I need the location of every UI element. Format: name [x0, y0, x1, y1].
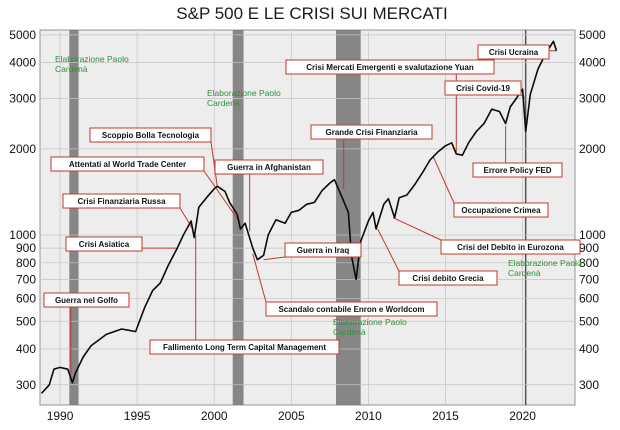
y-tick-right-800: 800 — [579, 256, 599, 270]
y-tick-left-700: 700 — [16, 272, 36, 286]
y-tick-left-3000: 3000 — [9, 91, 36, 105]
annotation-label-12: Crisi del Debito in Eurozona — [457, 243, 564, 252]
leader-11 — [377, 228, 400, 272]
y-tick-left-600: 600 — [16, 292, 36, 306]
watermark-0: Elaborazione Paolo Cardenà — [55, 54, 129, 74]
leader-4 — [210, 141, 218, 187]
y-tick-left-900: 900 — [16, 241, 36, 255]
y-tick-left-400: 400 — [16, 342, 36, 356]
series-layer — [40, 40, 558, 394]
y-tick-left-1000: 1000 — [9, 228, 36, 242]
y-tick-right-4000: 4000 — [579, 56, 606, 70]
y-tick-left-2000: 2000 — [9, 142, 36, 156]
annotation-label-15: Crisi Covid-19 — [456, 84, 510, 93]
watermark-1: Elaborazione Paolo Cardenà — [207, 88, 281, 108]
leader-13 — [432, 156, 455, 204]
y-tick-right-5000: 5000 — [579, 28, 606, 42]
annotation-box-1 — [65, 236, 143, 252]
x-tick-2015: 2015 — [432, 409, 459, 423]
leader-2 — [179, 207, 194, 230]
y-tick-left-300: 300 — [16, 378, 36, 392]
x-tick-2005: 2005 — [278, 409, 305, 423]
y-tick-right-300: 300 — [579, 378, 599, 392]
annotation-box-5 — [149, 339, 340, 355]
y-tick-right-3000: 3000 — [579, 91, 606, 105]
annotation-box-0 — [43, 292, 130, 308]
leader-8 — [252, 253, 267, 303]
y-tick-left-5000: 5000 — [9, 28, 36, 42]
annotation-label-4: Scoppio Bolla Tecnologia — [102, 131, 200, 140]
annotation-label-0: Guerra nel Golfo — [55, 296, 118, 305]
leader-7 — [263, 256, 286, 261]
annotation-label-3: Attentati al World Trade Center — [69, 160, 186, 169]
annotation-label-16: Crisi Ucraina — [489, 48, 539, 57]
annotation-box-11 — [398, 270, 498, 286]
annotation-box-2 — [62, 193, 181, 209]
annotation-label-10: Crisi Mercati Emergenti e svalutazione Y… — [306, 63, 474, 72]
annotation-box-16 — [477, 44, 550, 60]
annotation-box-15 — [444, 80, 522, 96]
x-tick-2000: 2000 — [201, 409, 228, 423]
x-tick-1995: 1995 — [124, 409, 151, 423]
annotation-box-10 — [285, 59, 495, 75]
annotation-box-7 — [284, 242, 362, 258]
annotation-label-6: Guerra in Afghanistan — [227, 163, 311, 172]
annotation-label-2: Crisi Finanziaria Russa — [77, 197, 166, 206]
annotation-box-4 — [89, 127, 212, 143]
x-tick-2010: 2010 — [355, 409, 382, 423]
y-tick-right-700: 700 — [579, 272, 599, 286]
y-tick-right-400: 400 — [579, 342, 599, 356]
annotation-box-9 — [310, 124, 433, 140]
annotation-box-12 — [440, 239, 581, 255]
annotation-box-14 — [472, 162, 563, 178]
y-tick-left-800: 800 — [16, 256, 36, 270]
annotation-box-6 — [214, 159, 324, 175]
y-tick-right-900: 900 — [579, 241, 599, 255]
annotation-box-3 — [50, 156, 205, 172]
annotation-label-7: Guerra in Iraq — [297, 246, 350, 255]
leader-3 — [203, 170, 241, 224]
annotation-label-9: Grande Crisi Finanziaria — [325, 128, 418, 137]
annotation-label-14: Errore Policy FED — [483, 166, 551, 175]
watermarks: Elaborazione Paolo Cardenà Elaborazione Pa… — [55, 54, 582, 337]
watermark-3: Elaborazione Paolo Cardenà — [508, 258, 582, 278]
annotation-label-8: Scandalo contabile Enron e Worldcom — [278, 305, 424, 314]
y-tick-right-500: 500 — [579, 314, 599, 328]
y-tick-right-1000: 1000 — [579, 228, 606, 242]
watermark-2: Elaborazione Paolo Cardenà — [333, 317, 407, 337]
annotation-box-8 — [265, 301, 438, 317]
shaded-period-0 — [69, 30, 79, 405]
annotation-label-11: Crisi debito Grecia — [412, 274, 484, 283]
annotation-labels: Guerra nel Golfo Crisi Asiatica Crisi Fina… — [43, 44, 581, 355]
y-tick-right-600: 600 — [579, 292, 599, 306]
x-tick-2020: 2020 — [509, 409, 536, 423]
y-tick-right-2000: 2000 — [579, 142, 606, 156]
sp500-line — [40, 40, 558, 394]
x-tick-1990: 1990 — [47, 409, 74, 423]
annotation-label-5: Fallimento Long Term Capital Management — [163, 343, 326, 352]
y-tick-left-4000: 4000 — [9, 56, 36, 70]
annotation-label-1: Crisi Asiatica — [79, 240, 130, 249]
chart-title: S&P 500 E LE CRISI SUI MERCATI — [176, 4, 447, 23]
leader-12 — [392, 217, 442, 241]
y-tick-left-500: 500 — [16, 314, 36, 328]
annotation-box-13 — [453, 202, 549, 218]
annotation-label-13: Occupazione Crimea — [461, 206, 541, 215]
